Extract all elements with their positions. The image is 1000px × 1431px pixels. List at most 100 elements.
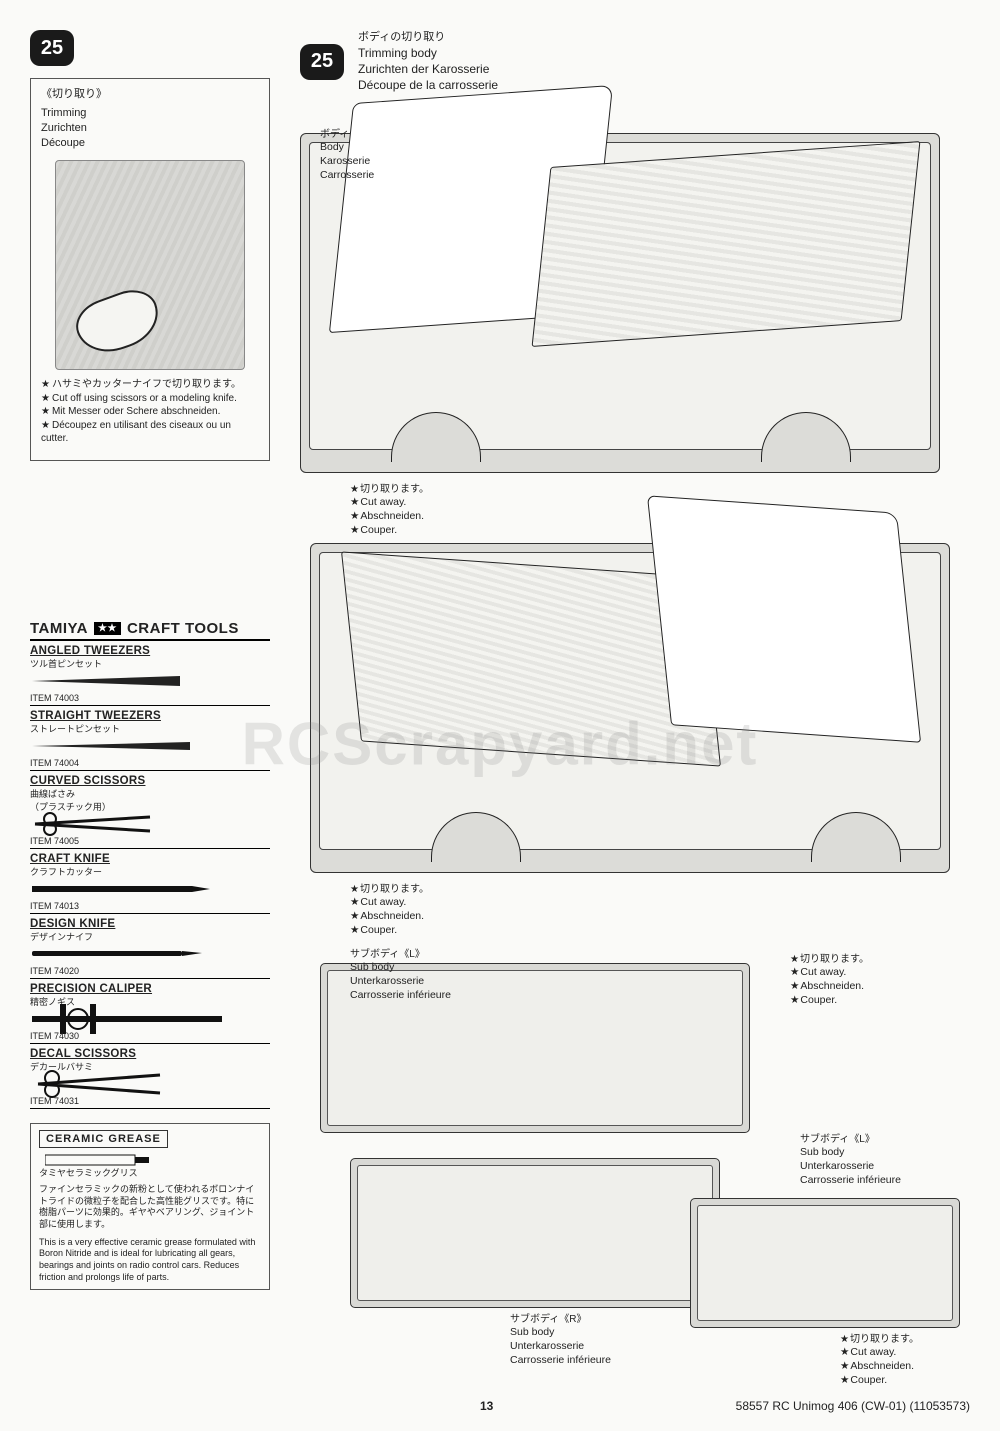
ceramic-grease-box: CERAMIC GREASE タミヤセラミックグリス ファインセラミックの新粉と… (30, 1123, 270, 1290)
grease-title: CERAMIC GREASE (39, 1130, 168, 1148)
step-number-badge: 25 (30, 30, 74, 66)
header-en: Trimming body (358, 45, 498, 61)
grease-en-body: This is a very effective ceramic grease … (39, 1237, 261, 1284)
subbody-r-en: Sub body (510, 1326, 611, 1340)
body-label-jp: ボディ (320, 128, 374, 141)
cutaway-de: Abschneiden. (840, 1360, 919, 1374)
tool-name: CURVED SCISSORS (30, 775, 270, 787)
cutaway-jp: 切り取ります。 (790, 953, 869, 966)
body-label-fr: Carrosserie (320, 169, 374, 183)
trim-note-jp: ハサミやカッターナイフで切り取ります。 (41, 378, 259, 392)
trim-jp-title: 《切り取り》 (41, 87, 259, 102)
grease-jp-body: ファインセラミックの新粉として使われるボロンナイトライドの微粒子を配合した高性能… (39, 1184, 261, 1231)
subbody-l-jp: サブボディ《L》 (800, 1133, 901, 1146)
tool-item: ITEM 74013 (30, 901, 270, 911)
cutaway-en: Cut away. (350, 496, 429, 510)
header-de: Zurichten der Karosserie (358, 61, 498, 77)
step-header: 25 ボディの切り取り Trimming body Zurichten der … (300, 30, 970, 93)
subbody-r-diagram (350, 1158, 720, 1308)
tool-name: PRECISION CALIPER (30, 983, 270, 995)
subbody-r-de: Unterkarosserie (510, 1340, 611, 1354)
body-diagram-front (300, 133, 940, 473)
trim-notes: ハサミやカッターナイフで切り取ります。 Cut off using scisso… (41, 378, 259, 446)
stars-icon: ★★ (94, 622, 121, 635)
craft-tools-panel: TAMIYA ★★ CRAFT TOOLS ANGLED TWEEZERS ツル… (30, 620, 270, 1290)
footer-code: 58557 RC Unimog 406 (CW-01) (11053573) (736, 1399, 970, 1413)
tool-jp: クラフトカッター (30, 865, 270, 878)
tool-item: ITEM 74004 (30, 758, 270, 768)
subbody-l-en: Sub body (350, 961, 451, 975)
tool-curved-scissors: CURVED SCISSORS 曲線ばさみ （プラスチック用） ITEM 740… (30, 771, 270, 849)
brand-label: TAMIYA (30, 620, 88, 637)
tool-item: ITEM 74003 (30, 693, 270, 703)
cutaway-en: Cut away. (790, 966, 869, 980)
cutaway-callout-3: 切り取ります。 Cut away. Abschneiden. Couper. (790, 953, 869, 1007)
subbody-l-label-2: サブボディ《L》 Sub body Unterkarosserie Carros… (800, 1133, 901, 1187)
subbody-l-en: Sub body (800, 1146, 901, 1160)
tweezers-icon (30, 735, 270, 757)
caliper-icon (30, 1008, 270, 1030)
body-label-en: Body (320, 141, 374, 155)
tool-name: CRAFT KNIFE (30, 853, 270, 865)
scissors-illustration (55, 160, 245, 370)
subbody-l-label-1: サブボディ《L》 Sub body Unterkarosserie Carros… (350, 948, 451, 1002)
subbody-l-fr: Carrosserie inférieure (800, 1174, 901, 1188)
tool-jp: ツル首ピンセット (30, 657, 270, 670)
tool-precision-caliper: PRECISION CALIPER 精密ノギス ITEM 74030 (30, 979, 270, 1044)
trimming-info-box: 《切り取り》 Trimming Zurichten Découpe ハサミやカッ… (30, 78, 270, 461)
trim-note-fr: Découpez en utilisant des ciseaux ou un … (41, 419, 259, 446)
tool-craft-knife: CRAFT KNIFE クラフトカッター ITEM 74013 (30, 849, 270, 914)
subbody-r-jp: サブボディ《R》 (510, 1313, 611, 1326)
trim-fr: Découpe (41, 136, 259, 151)
subbody-l-fr: Carrosserie inférieure (350, 989, 451, 1003)
tool-design-knife: DESIGN KNIFE デザインナイフ ITEM 74020 (30, 914, 270, 979)
cutaway-fr: Couper. (790, 994, 869, 1008)
header-fr: Découpe de la carrosserie (358, 77, 498, 93)
step-number-badge-large: 25 (300, 44, 344, 80)
subbody-l-de: Unterkarosserie (800, 1160, 901, 1174)
subbody-l2-diagram (690, 1198, 960, 1328)
tools-label: CRAFT TOOLS (127, 620, 239, 637)
trim-en: Trimming (41, 106, 259, 121)
body-label-de: Karosserie (320, 155, 374, 169)
cutaway-fr: Couper. (350, 924, 429, 938)
trim-note-en: Cut off using scissors or a modeling kni… (41, 392, 259, 406)
cutaway-jp: 切り取ります。 (840, 1333, 919, 1346)
grease-tube-icon (45, 1152, 155, 1168)
subbody-r-label: サブボディ《R》 Sub body Unterkarosserie Carros… (510, 1313, 611, 1367)
page-number: 13 (480, 1399, 493, 1413)
subbody-l-de: Unterkarosserie (350, 975, 451, 989)
tool-name: DECAL SCISSORS (30, 1048, 270, 1060)
tool-straight-tweezers: STRAIGHT TWEEZERS ストレートピンセット ITEM 74004 (30, 706, 270, 771)
cutaway-callout-4: 切り取ります。 Cut away. Abschneiden. Couper. (840, 1333, 919, 1387)
cutaway-fr: Couper. (350, 524, 429, 538)
knife-icon (30, 943, 270, 965)
body-diagram-rear (310, 543, 950, 873)
tweezers-icon (30, 670, 270, 692)
cutaway-de: Abschneiden. (790, 980, 869, 994)
tool-name: ANGLED TWEEZERS (30, 645, 270, 657)
knife-icon (30, 878, 270, 900)
body-label-callout-1: ボディ Body Karosserie Carrosserie (320, 128, 374, 182)
tool-name: STRAIGHT TWEEZERS (30, 710, 270, 722)
tool-decal-scissors: DECAL SCISSORS デカールバサミ ITEM 74031 (30, 1044, 270, 1109)
cutaway-jp: 切り取ります。 (350, 883, 429, 896)
cutaway-callout-2: 切り取ります。 Cut away. Abschneiden. Couper. (350, 883, 429, 937)
tool-jp: ストレートピンセット (30, 722, 270, 735)
cutaway-en: Cut away. (350, 896, 429, 910)
page-footer: 13 58557 RC Unimog 406 (CW-01) (11053573… (0, 1399, 970, 1413)
tool-name: DESIGN KNIFE (30, 918, 270, 930)
cutaway-en: Cut away. (840, 1346, 919, 1360)
cutaway-callout-1: 切り取ります。 Cut away. Abschneiden. Couper. (350, 483, 429, 537)
cutaway-de: Abschneiden. (350, 910, 429, 924)
trim-note-de: Mit Messer oder Schere abschneiden. (41, 405, 259, 419)
diagram-area: ボディ Body Karosserie Carrosserie 切り取ります。 … (290, 103, 970, 1383)
tools-header: TAMIYA ★★ CRAFT TOOLS (30, 620, 270, 641)
scissors-icon (30, 1073, 270, 1095)
trim-de: Zurichten (41, 121, 259, 136)
tool-item: ITEM 74020 (30, 966, 270, 976)
grease-jp-title: タミヤセラミックグリス (39, 1168, 261, 1180)
scissors-icon (30, 813, 270, 835)
subbody-r-fr: Carrosserie inférieure (510, 1354, 611, 1368)
tool-jp: デザインナイフ (30, 930, 270, 943)
